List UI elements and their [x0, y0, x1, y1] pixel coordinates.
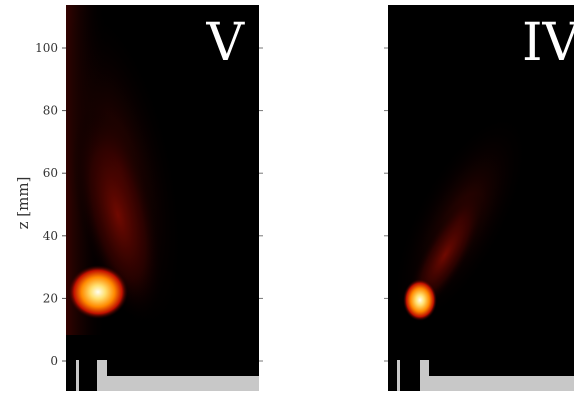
panel-v: V [66, 5, 263, 391]
panel-iv-label: IV [522, 13, 574, 73]
panel-v-plume [72, 107, 164, 323]
y-tick-label: 0 [50, 354, 58, 368]
y-axis-label: z [mm] [14, 177, 32, 230]
y-tick-label: 100 [35, 41, 58, 55]
panel-iv: IV [384, 5, 574, 391]
panel-v-geometry [76, 360, 259, 391]
y-tick-label: 40 [43, 229, 58, 243]
panel-iv-hot-core [403, 279, 437, 321]
y-tick-label: 80 [43, 104, 58, 118]
panel-v-right-ticks [259, 47, 263, 362]
panel-v-label: V [205, 13, 245, 73]
y-axis: 0 20 40 60 80 100 [35, 41, 66, 368]
y-tick-label: 20 [43, 291, 58, 305]
panel-iv-left-ticks [384, 47, 388, 362]
y-tick-label: 60 [43, 166, 58, 180]
panel-iv-geometry [397, 360, 574, 391]
panel-v-hot-core [68, 265, 128, 319]
